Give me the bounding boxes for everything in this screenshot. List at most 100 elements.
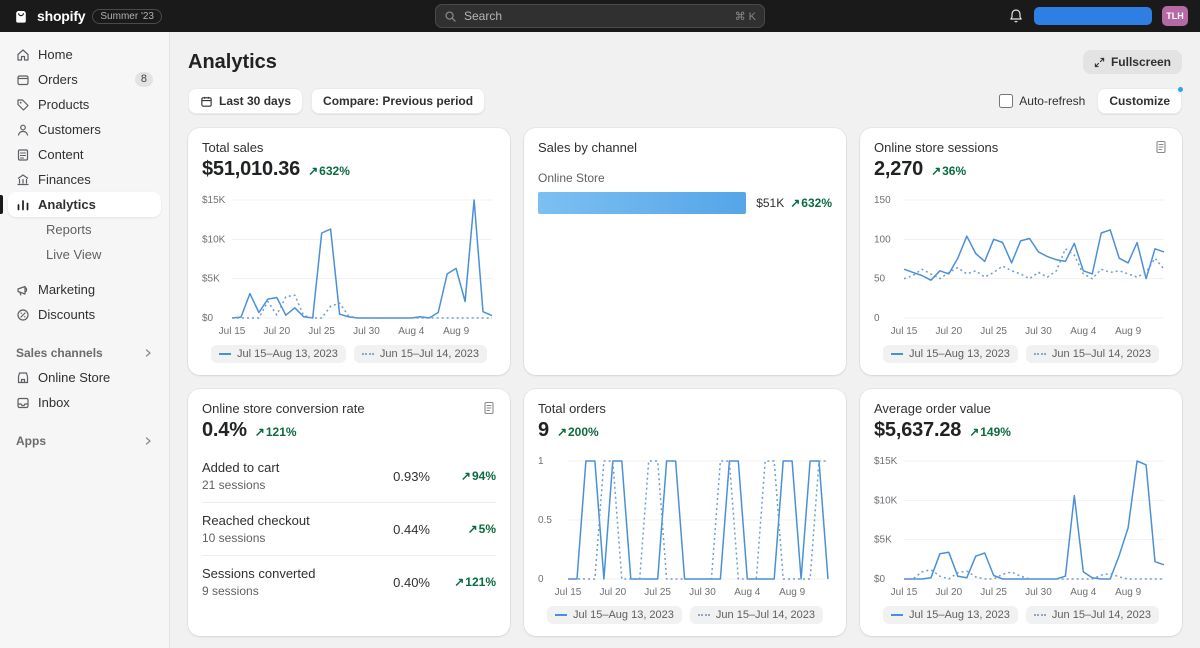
solid-line-icon [891, 614, 903, 616]
change-badge: ↗121% [255, 425, 297, 439]
version-badge: Summer '23 [92, 9, 162, 24]
brand-area[interactable]: shopify Summer '23 [12, 7, 162, 25]
sidebar-item-home[interactable]: Home [8, 42, 161, 67]
conversion-value: 0.4% [202, 419, 247, 442]
conversion-row-reached-checkout: Reached checkout 10 sessions 0.44% ↗5% [202, 502, 496, 555]
customers-icon [16, 123, 30, 137]
fullscreen-label: Fullscreen [1111, 55, 1171, 69]
svg-text:Jul 25: Jul 25 [308, 326, 335, 337]
analytics-icon [16, 198, 30, 212]
sidebar-item-label: Content [38, 147, 84, 162]
svg-text:Jul 25: Jul 25 [980, 587, 1007, 598]
sidebar-item-online-store[interactable]: Online Store [8, 365, 161, 390]
total-orders-value: 9 [538, 419, 549, 442]
increase-arrow-icon: ↗ [969, 425, 979, 439]
section-label: Apps [16, 434, 46, 448]
sidebar-item-label: Orders [38, 72, 78, 87]
card-title: Total orders [538, 401, 606, 416]
sidebar-item-label: Products [38, 97, 89, 112]
sidebar-item-marketing[interactable]: Marketing [8, 277, 161, 302]
solid-line-icon [219, 353, 231, 355]
svg-text:1: 1 [538, 456, 544, 467]
search-shortcut: ⌘ K [735, 10, 756, 23]
sidebar-item-orders[interactable]: Orders 8 [8, 67, 161, 92]
change-badge: ↗36% [931, 164, 966, 178]
legend-previous-period: Jun 15–Jul 14, 2023 [1026, 606, 1159, 624]
auto-refresh-toggle[interactable]: Auto-refresh [999, 94, 1085, 108]
svg-text:$10K: $10K [202, 234, 226, 245]
legend-previous-period: Jun 15–Jul 14, 2023 [354, 345, 487, 363]
svg-text:Aug 4: Aug 4 [1070, 326, 1097, 337]
legend-current-period: Jul 15–Aug 13, 2023 [211, 345, 346, 363]
svg-text:Aug 9: Aug 9 [1115, 587, 1142, 598]
inbox-icon [16, 396, 30, 410]
search-placeholder: Search [464, 9, 502, 23]
sidebar-item-inbox[interactable]: Inbox [8, 390, 161, 415]
sidebar-item-discounts[interactable]: Discounts [8, 302, 161, 327]
avatar[interactable]: TLH [1162, 6, 1188, 26]
fullscreen-button[interactable]: Fullscreen [1083, 50, 1182, 74]
customize-label: Customize [1109, 94, 1170, 108]
increase-arrow-icon: ↗ [557, 425, 567, 439]
sidebar-section-sales-channels[interactable]: Sales channels [8, 341, 161, 365]
total-sales-value: $51,010.36 [202, 158, 300, 181]
card-conversion-rate: Online store conversion rate 0.4% ↗121% … [188, 389, 510, 636]
svg-text:Jul 25: Jul 25 [980, 326, 1007, 337]
avg-order-value: $5,637.28 [874, 419, 961, 442]
sidebar-item-label: Online Store [38, 370, 110, 385]
products-icon [16, 98, 30, 112]
solid-line-icon [555, 614, 567, 616]
sidebar-item-customers[interactable]: Customers [8, 117, 161, 142]
svg-text:Jul 15: Jul 15 [891, 326, 918, 337]
sidebar-item-products[interactable]: Products [8, 92, 161, 117]
svg-text:$0: $0 [874, 574, 886, 585]
date-range-button[interactable]: Last 30 days [188, 88, 303, 114]
svg-text:Jul 20: Jul 20 [263, 326, 290, 337]
shopify-logo-icon [12, 7, 30, 25]
card-title: Average order value [874, 401, 991, 416]
increase-arrow-icon: ↗ [454, 575, 464, 589]
change-badge: ↗632% [308, 164, 350, 178]
increase-arrow-icon: ↗ [255, 425, 265, 439]
sidebar-item-analytics[interactable]: Analytics [8, 192, 161, 217]
channel-bar [538, 192, 746, 214]
customize-button[interactable]: Customize [1097, 88, 1182, 114]
sidebar-item-label: Marketing [38, 282, 95, 297]
total-sales-chart: $15K$10K$5K$0Jul 15Jul 20Jul 25Jul 30Aug… [202, 192, 496, 340]
legend-current-period: Jul 15–Aug 13, 2023 [547, 606, 682, 624]
sidebar-item-label: Discounts [38, 307, 95, 322]
sessions-chart: 150100500Jul 15Jul 20Jul 25Jul 30Aug 4Au… [874, 192, 1168, 340]
compare-button[interactable]: Compare: Previous period [311, 88, 485, 114]
svg-text:50: 50 [874, 274, 886, 285]
sidebar-item-label: Finances [38, 172, 91, 187]
card-sales-by-channel: Sales by channel Online Store $51K ↗632% [524, 128, 846, 375]
sidebar-item-content[interactable]: Content [8, 142, 161, 167]
svg-text:$0: $0 [202, 313, 214, 324]
svg-text:Jul 30: Jul 30 [1025, 326, 1052, 337]
customize-new-dot [1176, 85, 1185, 94]
auto-refresh-checkbox[interactable] [999, 94, 1013, 108]
store-name-redacted[interactable] [1034, 7, 1152, 25]
sidebar-item-reports[interactable]: Reports [8, 217, 161, 242]
svg-text:Jul 30: Jul 30 [689, 587, 716, 598]
svg-text:$5K: $5K [202, 274, 220, 285]
sidebar-item-finances[interactable]: Finances [8, 167, 161, 192]
view-report-icon[interactable] [1154, 140, 1168, 154]
legend-previous-period: Jun 15–Jul 14, 2023 [690, 606, 823, 624]
sessions-value: 2,270 [874, 158, 923, 181]
view-report-icon[interactable] [482, 401, 496, 415]
sidebar-item-live-view[interactable]: Live View [8, 242, 161, 267]
svg-text:$15K: $15K [202, 195, 226, 206]
sidebar-section-apps[interactable]: Apps [8, 429, 161, 453]
svg-text:$15K: $15K [874, 456, 898, 467]
chevron-right-icon [143, 348, 153, 358]
svg-text:Aug 4: Aug 4 [1070, 587, 1097, 598]
finances-icon [16, 173, 30, 187]
compare-label: Compare: Previous period [323, 94, 473, 108]
notifications-bell-icon[interactable] [1008, 8, 1024, 24]
svg-text:Aug 9: Aug 9 [779, 587, 806, 598]
auto-refresh-label: Auto-refresh [1019, 94, 1085, 108]
search-input[interactable]: Search ⌘ K [435, 4, 765, 28]
card-average-order-value: Average order value $5,637.28 ↗149% $15K… [860, 389, 1182, 636]
marketing-icon [16, 283, 30, 297]
